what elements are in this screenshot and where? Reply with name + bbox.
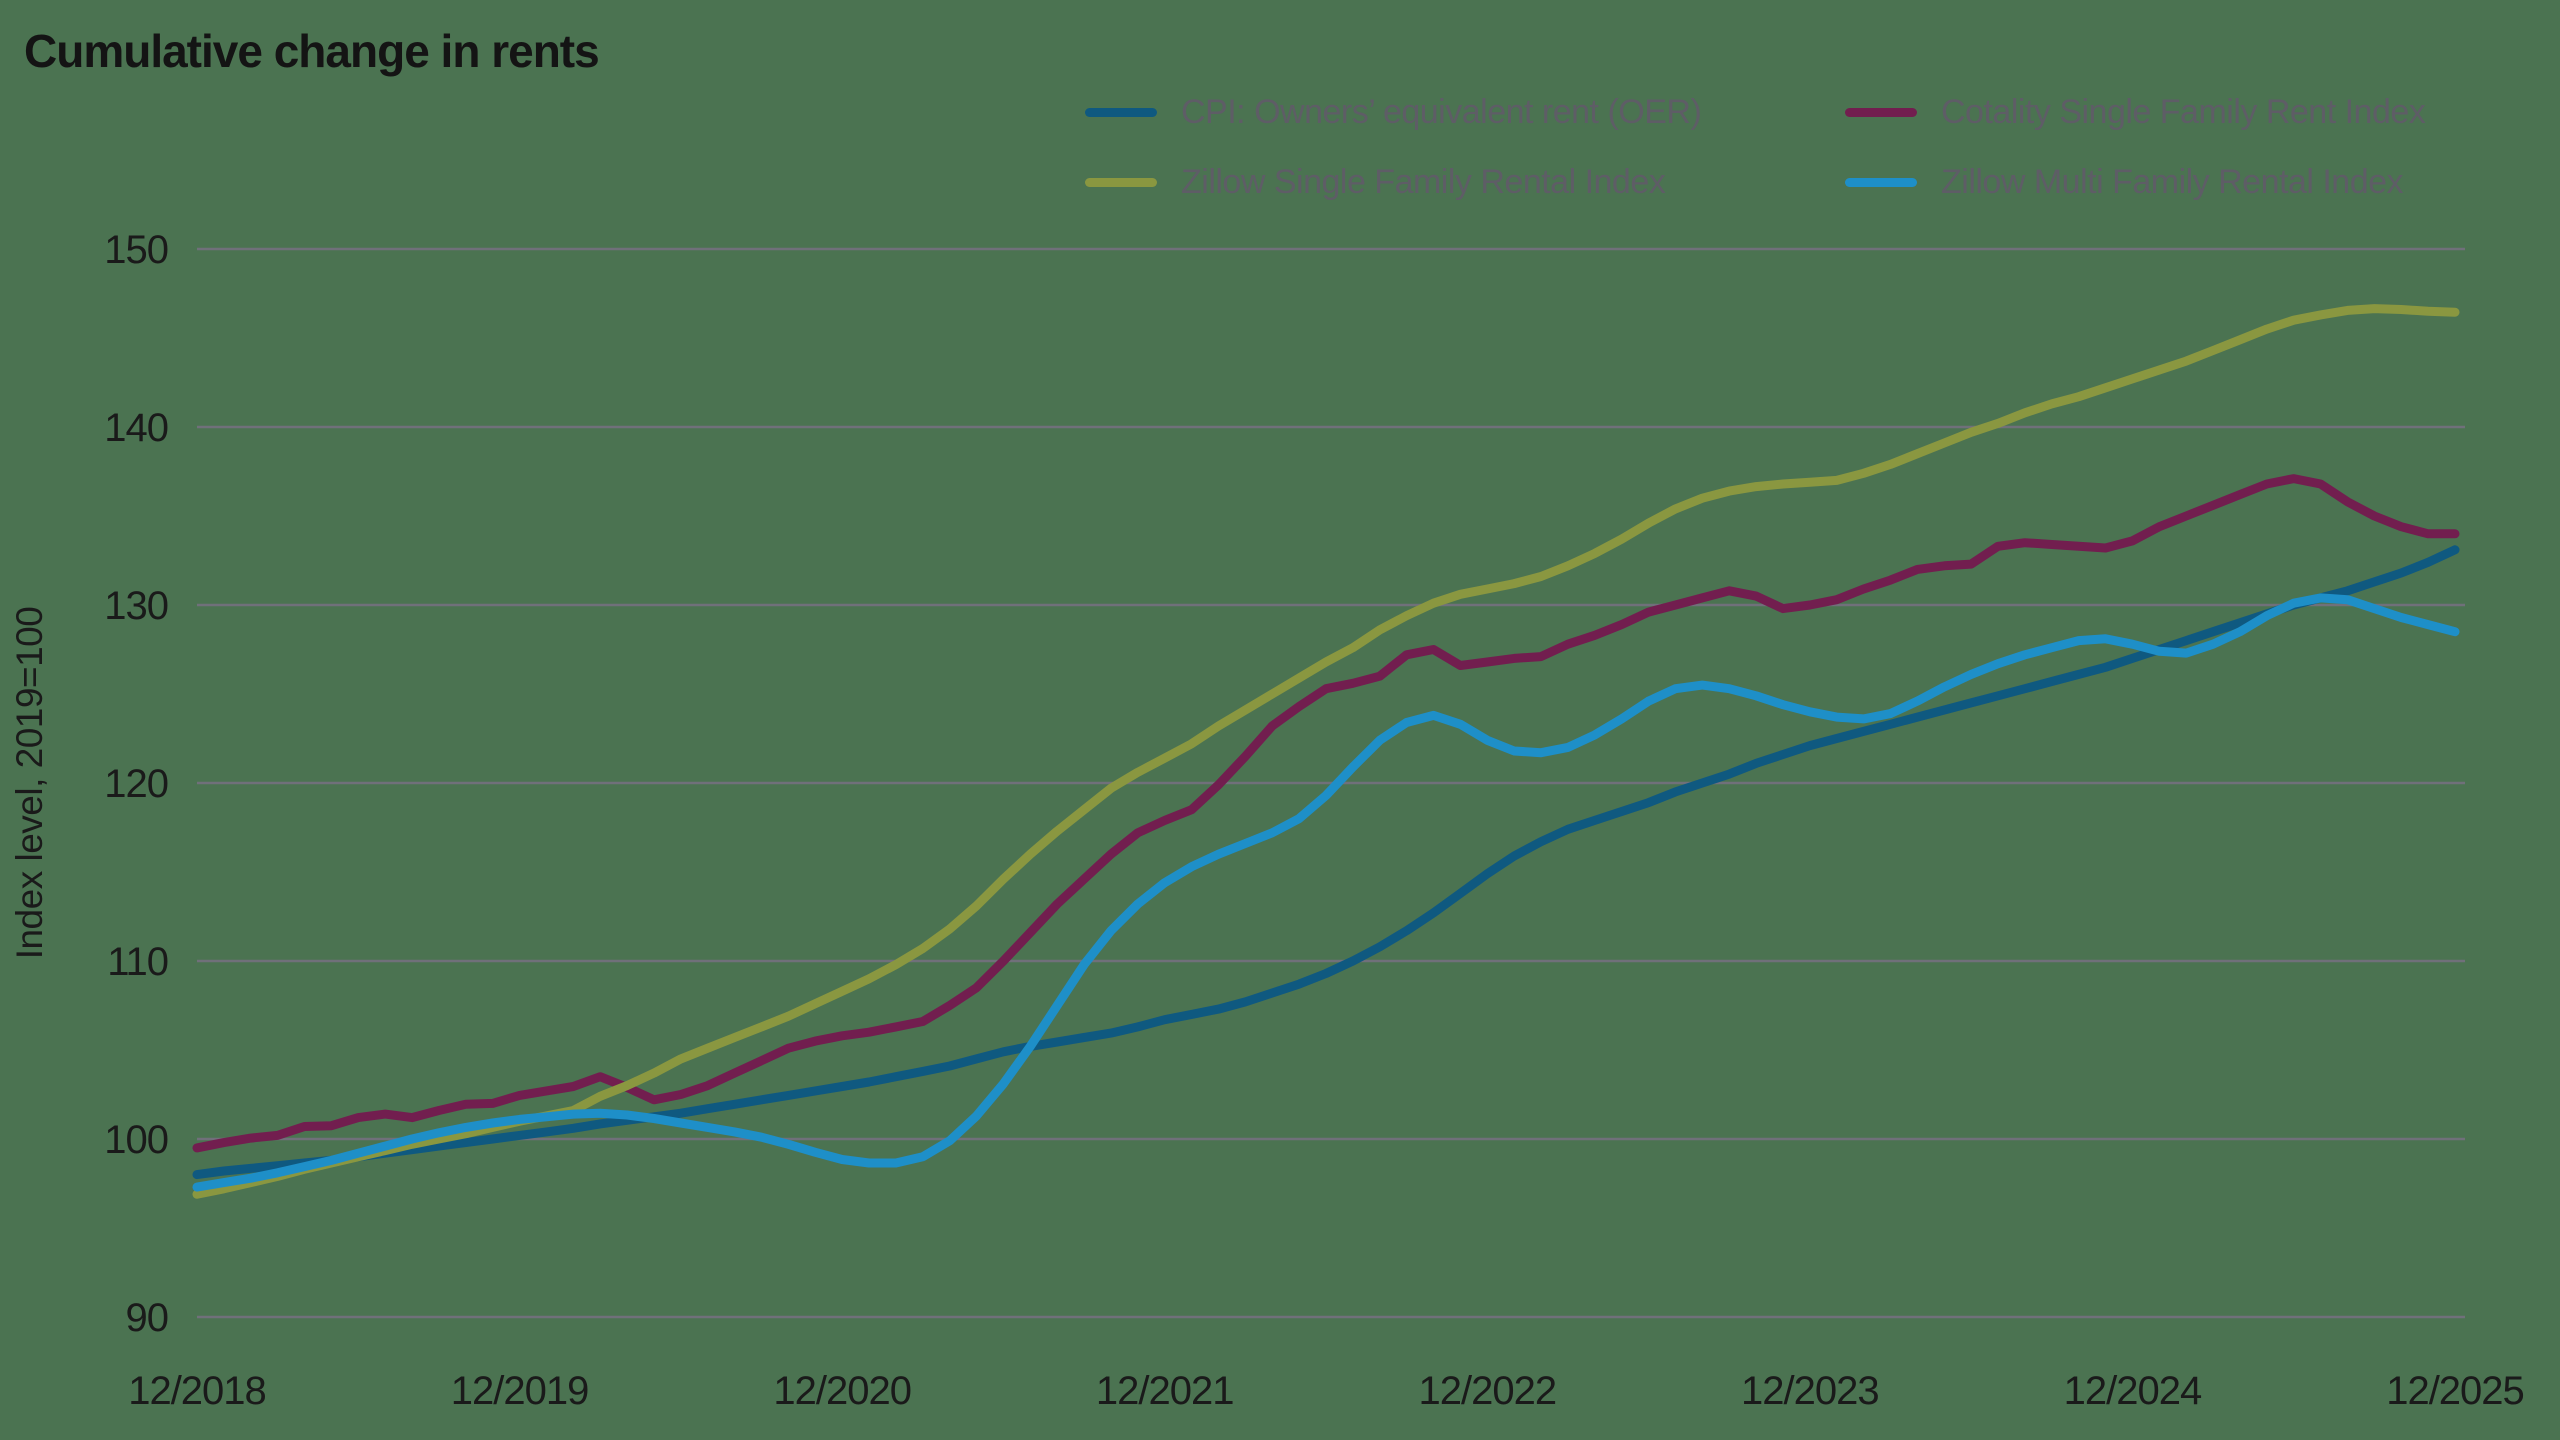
y-tick-130: 130 <box>104 584 168 628</box>
y-tick-150: 150 <box>104 228 168 272</box>
y-tick-100: 100 <box>104 1118 168 1162</box>
cotality-sfr-line-swatch <box>1845 108 1917 117</box>
y-tick-140: 140 <box>104 406 168 450</box>
series-line-zillow-single-family-rental-index <box>192 304 2460 1199</box>
x-tick-12-2025: 12/2025 <box>2386 1369 2524 1413</box>
x-tick-12-2020: 12/2020 <box>773 1369 911 1413</box>
legend-label-zillow-sfr: Zillow Single Family Rental Index <box>1181 163 1666 201</box>
legend-label-zillow-mfr: Zillow Multi Family Rental Index <box>1941 163 2404 201</box>
x-tick-12-2022: 12/2022 <box>1418 1369 1556 1413</box>
x-tick-12-2023: 12/2023 <box>1741 1369 1879 1413</box>
legend-item-oer: CPI: Owners’ equivalent rent (OER) <box>1085 93 1702 132</box>
series-line-zillow-multi-family-rental-index <box>192 593 2460 1192</box>
x-tick-12-2024: 12/2024 <box>2064 1369 2202 1413</box>
y-tick-110: 110 <box>107 940 168 984</box>
oer-line-swatch <box>1085 108 1157 117</box>
chart-title: Cumulative change in rents <box>24 25 600 77</box>
series-line-cpi-owners-equivalent-rent-oer- <box>192 545 2460 1180</box>
x-tick-12-2018: 12/2018 <box>128 1369 266 1413</box>
legend-label-oer: CPI: Owners’ equivalent rent (OER) <box>1181 93 1702 131</box>
zillow-sfr-line-swatch <box>1085 178 1157 187</box>
legend-item-cotality-sfr: Cotality Single Family Rent Index <box>1845 93 2426 132</box>
zillow-mfr-line-swatch <box>1845 178 1917 187</box>
series-line-cotality-single-family-rent-index <box>192 474 2460 1153</box>
legend-item-zillow-sfr: Zillow Single Family Rental Index <box>1085 163 1666 202</box>
y-tick-90: 90 <box>126 1296 169 1340</box>
x-tick-12-2021: 12/2021 <box>1096 1369 1234 1413</box>
legend-item-zillow-mfr: Zillow Multi Family Rental Index <box>1845 163 2404 202</box>
y-axis-label: Index level, 2019=100 <box>9 607 50 960</box>
x-tick-12-2019: 12/2019 <box>451 1369 589 1413</box>
y-tick-120: 120 <box>104 762 168 806</box>
legend-label-cotality-sfr: Cotality Single Family Rent Index <box>1941 93 2426 131</box>
